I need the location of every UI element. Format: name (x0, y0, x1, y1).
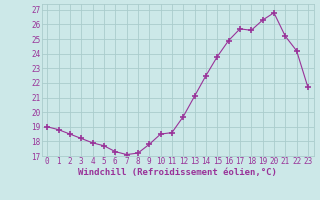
X-axis label: Windchill (Refroidissement éolien,°C): Windchill (Refroidissement éolien,°C) (78, 168, 277, 177)
